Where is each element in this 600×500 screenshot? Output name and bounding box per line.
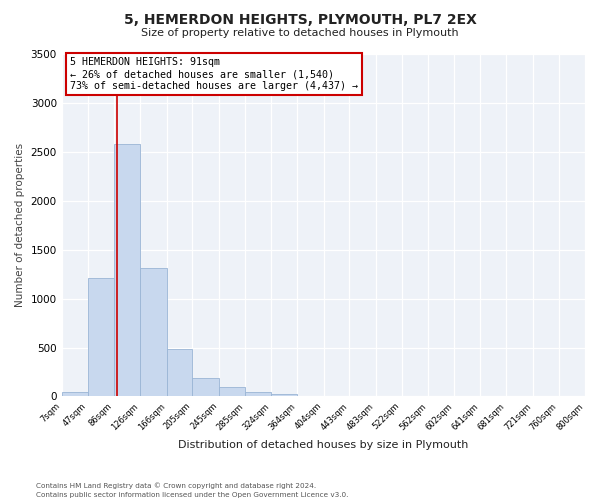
Bar	[219, 386, 245, 396]
Bar	[167, 348, 193, 397]
X-axis label: Distribution of detached houses by size in Plymouth: Distribution of detached houses by size …	[178, 440, 469, 450]
Bar	[271, 394, 297, 396]
Text: 5 HEMERDON HEIGHTS: 91sqm
← 26% of detached houses are smaller (1,540)
73% of se: 5 HEMERDON HEIGHTS: 91sqm ← 26% of detac…	[70, 58, 358, 90]
Bar	[245, 392, 271, 396]
Text: Contains HM Land Registry data © Crown copyright and database right 2024.: Contains HM Land Registry data © Crown c…	[36, 482, 316, 489]
Y-axis label: Number of detached properties: Number of detached properties	[15, 143, 25, 308]
Text: Size of property relative to detached houses in Plymouth: Size of property relative to detached ho…	[141, 28, 459, 38]
Bar	[62, 392, 88, 396]
Bar	[193, 378, 219, 396]
Bar	[114, 144, 140, 397]
Bar	[140, 268, 167, 396]
Text: 5, HEMERDON HEIGHTS, PLYMOUTH, PL7 2EX: 5, HEMERDON HEIGHTS, PLYMOUTH, PL7 2EX	[124, 12, 476, 26]
Text: Contains public sector information licensed under the Open Government Licence v3: Contains public sector information licen…	[36, 492, 349, 498]
Bar	[88, 278, 114, 396]
